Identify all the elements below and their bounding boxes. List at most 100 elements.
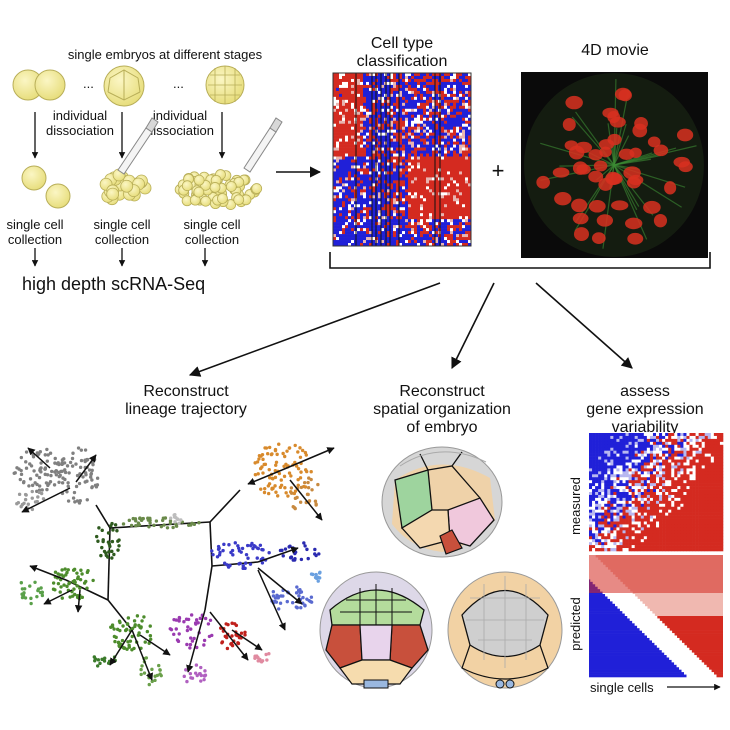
measured-cell xyxy=(646,506,651,510)
measured-cell xyxy=(604,503,608,508)
heatmap-cell xyxy=(432,99,436,104)
measured-cell xyxy=(640,444,645,449)
measured-cell xyxy=(716,433,721,437)
measured-cell xyxy=(622,435,626,440)
heatmap-cell xyxy=(429,165,433,169)
heatmap-cell xyxy=(381,144,385,148)
heatmap-cell xyxy=(396,204,400,208)
measured-cell xyxy=(701,450,706,454)
heatmap-cell xyxy=(351,90,355,95)
heatmap-cell xyxy=(381,201,385,205)
heatmap-cell xyxy=(414,180,418,184)
measured-cell xyxy=(592,503,596,508)
measured-cell xyxy=(625,512,629,516)
measured-cell xyxy=(701,456,706,460)
measured-cell xyxy=(607,506,611,510)
tree-cell-dot xyxy=(29,601,33,606)
measured-cell xyxy=(713,468,718,472)
heatmap-cell xyxy=(357,75,361,80)
measured-cell xyxy=(701,500,706,505)
measured-cell xyxy=(680,462,684,466)
heatmap-cell xyxy=(465,81,469,86)
heatmap-cell xyxy=(402,108,406,113)
measured-cell xyxy=(710,489,715,493)
measured-cell xyxy=(695,453,699,457)
heatmap-cell xyxy=(465,228,469,232)
heatmap-cell xyxy=(420,78,424,83)
measured-cell xyxy=(601,438,605,443)
measured-cell xyxy=(643,489,648,493)
nucleus xyxy=(653,213,668,228)
heatmap-cell xyxy=(417,237,421,241)
heatmap-cell xyxy=(393,129,397,133)
measured-cell xyxy=(604,509,608,513)
heatmap-cell xyxy=(432,75,436,80)
heatmap-cell xyxy=(336,228,340,232)
heatmap-cell xyxy=(447,171,451,175)
tree-cell-dot xyxy=(267,550,271,555)
heatmap-cell xyxy=(411,78,415,83)
measured-cell xyxy=(631,492,635,496)
heatmap-cell xyxy=(423,135,427,139)
measured-cell xyxy=(598,471,602,475)
heatmap-cell xyxy=(333,150,337,154)
heatmap-cell xyxy=(399,198,403,202)
heatmap-cell xyxy=(408,87,412,92)
heatmap-cell xyxy=(393,144,397,148)
measured-cell xyxy=(680,447,684,451)
tree-cell-dot xyxy=(106,540,111,544)
measured-cell xyxy=(634,468,639,472)
heatmap-cell xyxy=(366,234,370,238)
heatmap-cell xyxy=(348,81,352,86)
heatmap-cell xyxy=(381,213,385,217)
measured-cell xyxy=(631,456,635,460)
heatmap-cell xyxy=(375,165,379,169)
heatmap-cell xyxy=(399,84,403,89)
measured-cell xyxy=(719,494,724,499)
heatmap-cell xyxy=(432,141,436,145)
heatmap-cell xyxy=(462,135,466,139)
heatmap-cell xyxy=(375,225,379,229)
heatmap-cell xyxy=(390,237,394,241)
heatmap-cell xyxy=(339,201,343,205)
heatmap-cell xyxy=(375,147,379,151)
heatmap-cell xyxy=(411,108,415,113)
measured-cell xyxy=(592,489,596,493)
heatmap-cell xyxy=(429,117,433,122)
heatmap-cell xyxy=(447,156,451,160)
heatmap-cell xyxy=(462,126,466,130)
heatmap-cell xyxy=(435,117,439,122)
heatmap-cell xyxy=(351,87,355,92)
heatmap-cell xyxy=(372,234,376,238)
tree-cell-dot xyxy=(39,586,43,590)
measured-cell xyxy=(719,447,724,451)
heatmap-cell xyxy=(342,171,346,175)
heatmap-cell xyxy=(435,216,439,220)
measured-cell xyxy=(659,518,663,522)
heatmap-cell xyxy=(369,165,373,169)
measured-cell xyxy=(643,438,648,443)
measured-cell xyxy=(622,518,626,522)
heatmap-cell xyxy=(375,120,379,125)
measured-cell xyxy=(695,486,699,490)
tree-cell-dot xyxy=(98,661,102,666)
tree-cell-dot xyxy=(199,665,203,670)
measured-cell xyxy=(646,438,651,443)
measured-cell xyxy=(680,489,684,493)
tree-cell-dot xyxy=(249,543,253,548)
heatmap-cell xyxy=(363,159,367,163)
heatmap-cell xyxy=(390,183,394,187)
heatmap-cell xyxy=(447,141,451,145)
heatmap-cell xyxy=(393,210,397,214)
measured-cell xyxy=(637,477,642,481)
tree-cell-dot xyxy=(99,553,103,558)
measured-cell xyxy=(665,489,669,493)
heatmap-cell xyxy=(342,96,346,101)
tree-cell-dot xyxy=(267,467,271,472)
heatmap-cell xyxy=(408,147,412,151)
heatmap-cell xyxy=(411,222,415,226)
measured-cell xyxy=(607,497,611,502)
heatmap-cell xyxy=(411,162,415,166)
measured-cell xyxy=(659,471,663,475)
measured-cell xyxy=(610,444,614,449)
